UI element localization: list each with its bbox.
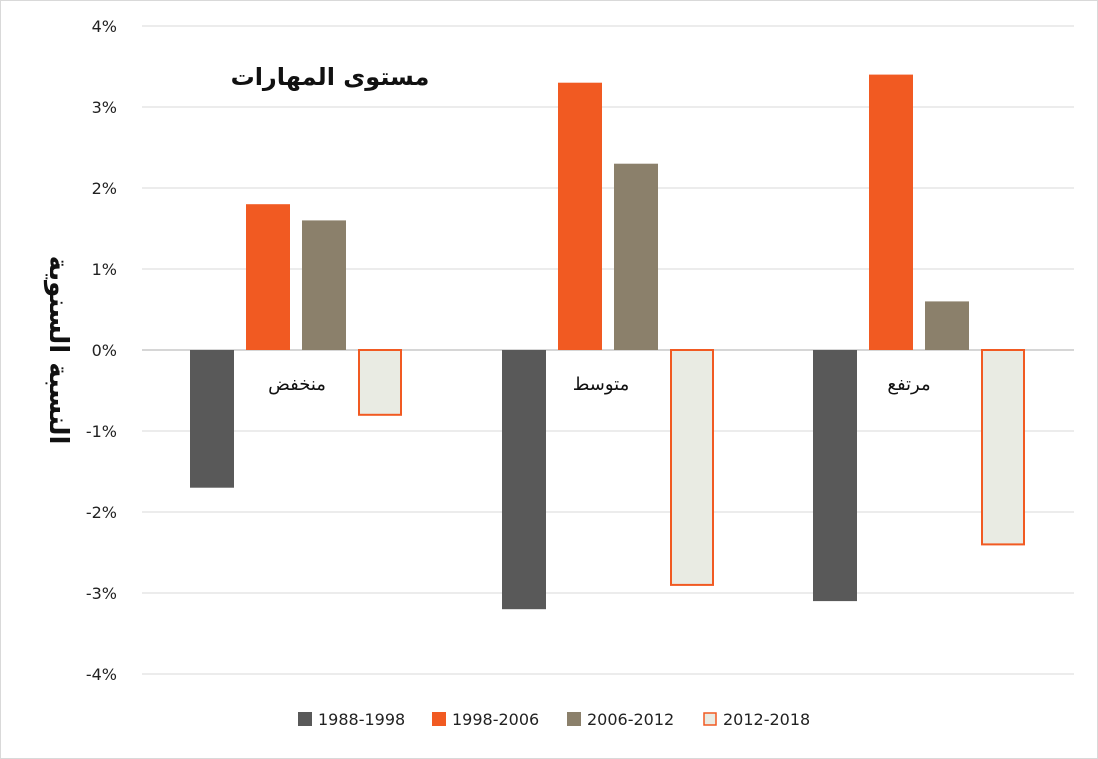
legend-swatch	[567, 712, 581, 726]
y-tick-label: -3%	[86, 584, 117, 603]
category-label: مرتفع	[887, 374, 930, 395]
y-tick-label: -1%	[86, 422, 117, 441]
y-tick-label: 1%	[92, 260, 117, 279]
y-axis-ticks: 4% 3% 2% 1% 0% -1% -2% -3% -4%	[86, 17, 117, 684]
bar-2012-2018-منخفض	[358, 349, 402, 416]
legend-label: 1998-2006	[452, 710, 539, 729]
category-label: منخفض	[268, 374, 326, 395]
legend-label: 1988-1998	[318, 710, 405, 729]
legend-swatch	[703, 712, 717, 726]
legend: 1988-1998 1998-2006 2006-2012 2012-2018	[298, 710, 810, 729]
bar-2012-2018-مرتفع	[981, 349, 1025, 546]
bar-2012-2018-متوسط	[670, 349, 714, 586]
category-labels: منخفض متوسط مرتفع	[268, 374, 931, 395]
legend-swatch	[298, 712, 312, 726]
bar-2006-2012-منخفض	[302, 220, 346, 350]
bar-1988-1998-منخفض	[190, 350, 234, 488]
y-tick-label: 4%	[92, 17, 117, 36]
bars	[190, 74, 1025, 610]
y-tick-label: -4%	[86, 665, 117, 684]
y-tick-label: 3%	[92, 98, 117, 117]
legend-swatch	[432, 712, 446, 726]
y-tick-label: -2%	[86, 503, 117, 522]
bar-1998-2006-متوسط	[558, 82, 602, 350]
y-tick-label: 0%	[92, 341, 117, 360]
legend-label: 2006-2012	[587, 710, 674, 729]
gridlines	[142, 25, 1074, 675]
bar-1998-2006-منخفض	[246, 204, 290, 350]
chart-title: مستوى المهارات	[231, 63, 430, 91]
bar-1988-1998-مرتفع	[813, 350, 857, 602]
category-label: متوسط	[573, 374, 630, 395]
bar-2006-2012-متوسط	[614, 163, 658, 350]
bar-1988-1998-متوسط	[502, 350, 546, 610]
bar-1998-2006-مرتفع	[869, 74, 913, 350]
y-axis-label: النسبة السنوية	[43, 256, 73, 445]
y-tick-label: 2%	[92, 179, 117, 198]
bar-2006-2012-مرتفع	[925, 301, 969, 350]
legend-label: 2012-2018	[723, 710, 810, 729]
